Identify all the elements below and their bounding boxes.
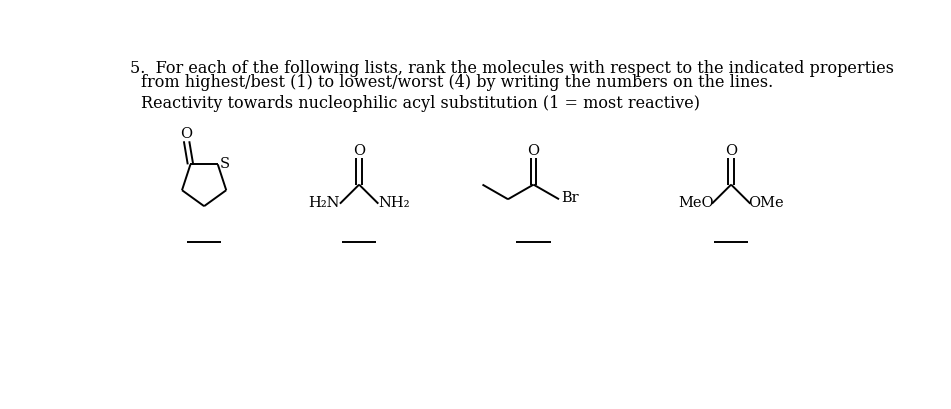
Text: O: O: [528, 144, 539, 158]
Text: MeO: MeO: [679, 196, 714, 210]
Text: S: S: [220, 157, 230, 171]
Text: OMe: OMe: [748, 196, 784, 210]
Text: NH₂: NH₂: [378, 196, 410, 210]
Text: O: O: [353, 144, 365, 158]
Text: Reactivity towards nucleophilic acyl substitution (1 = most reactive): Reactivity towards nucleophilic acyl sub…: [141, 94, 700, 112]
Text: O: O: [181, 127, 193, 142]
Text: O: O: [725, 144, 737, 158]
Text: Br: Br: [561, 191, 578, 205]
Text: 5.  For each of the following lists, rank the molecules with respect to the indi: 5. For each of the following lists, rank…: [130, 60, 895, 77]
Text: from highest/best (1) to lowest/worst (4) by writing the numbers on the lines.: from highest/best (1) to lowest/worst (4…: [141, 74, 773, 91]
Text: H₂N: H₂N: [309, 196, 340, 210]
